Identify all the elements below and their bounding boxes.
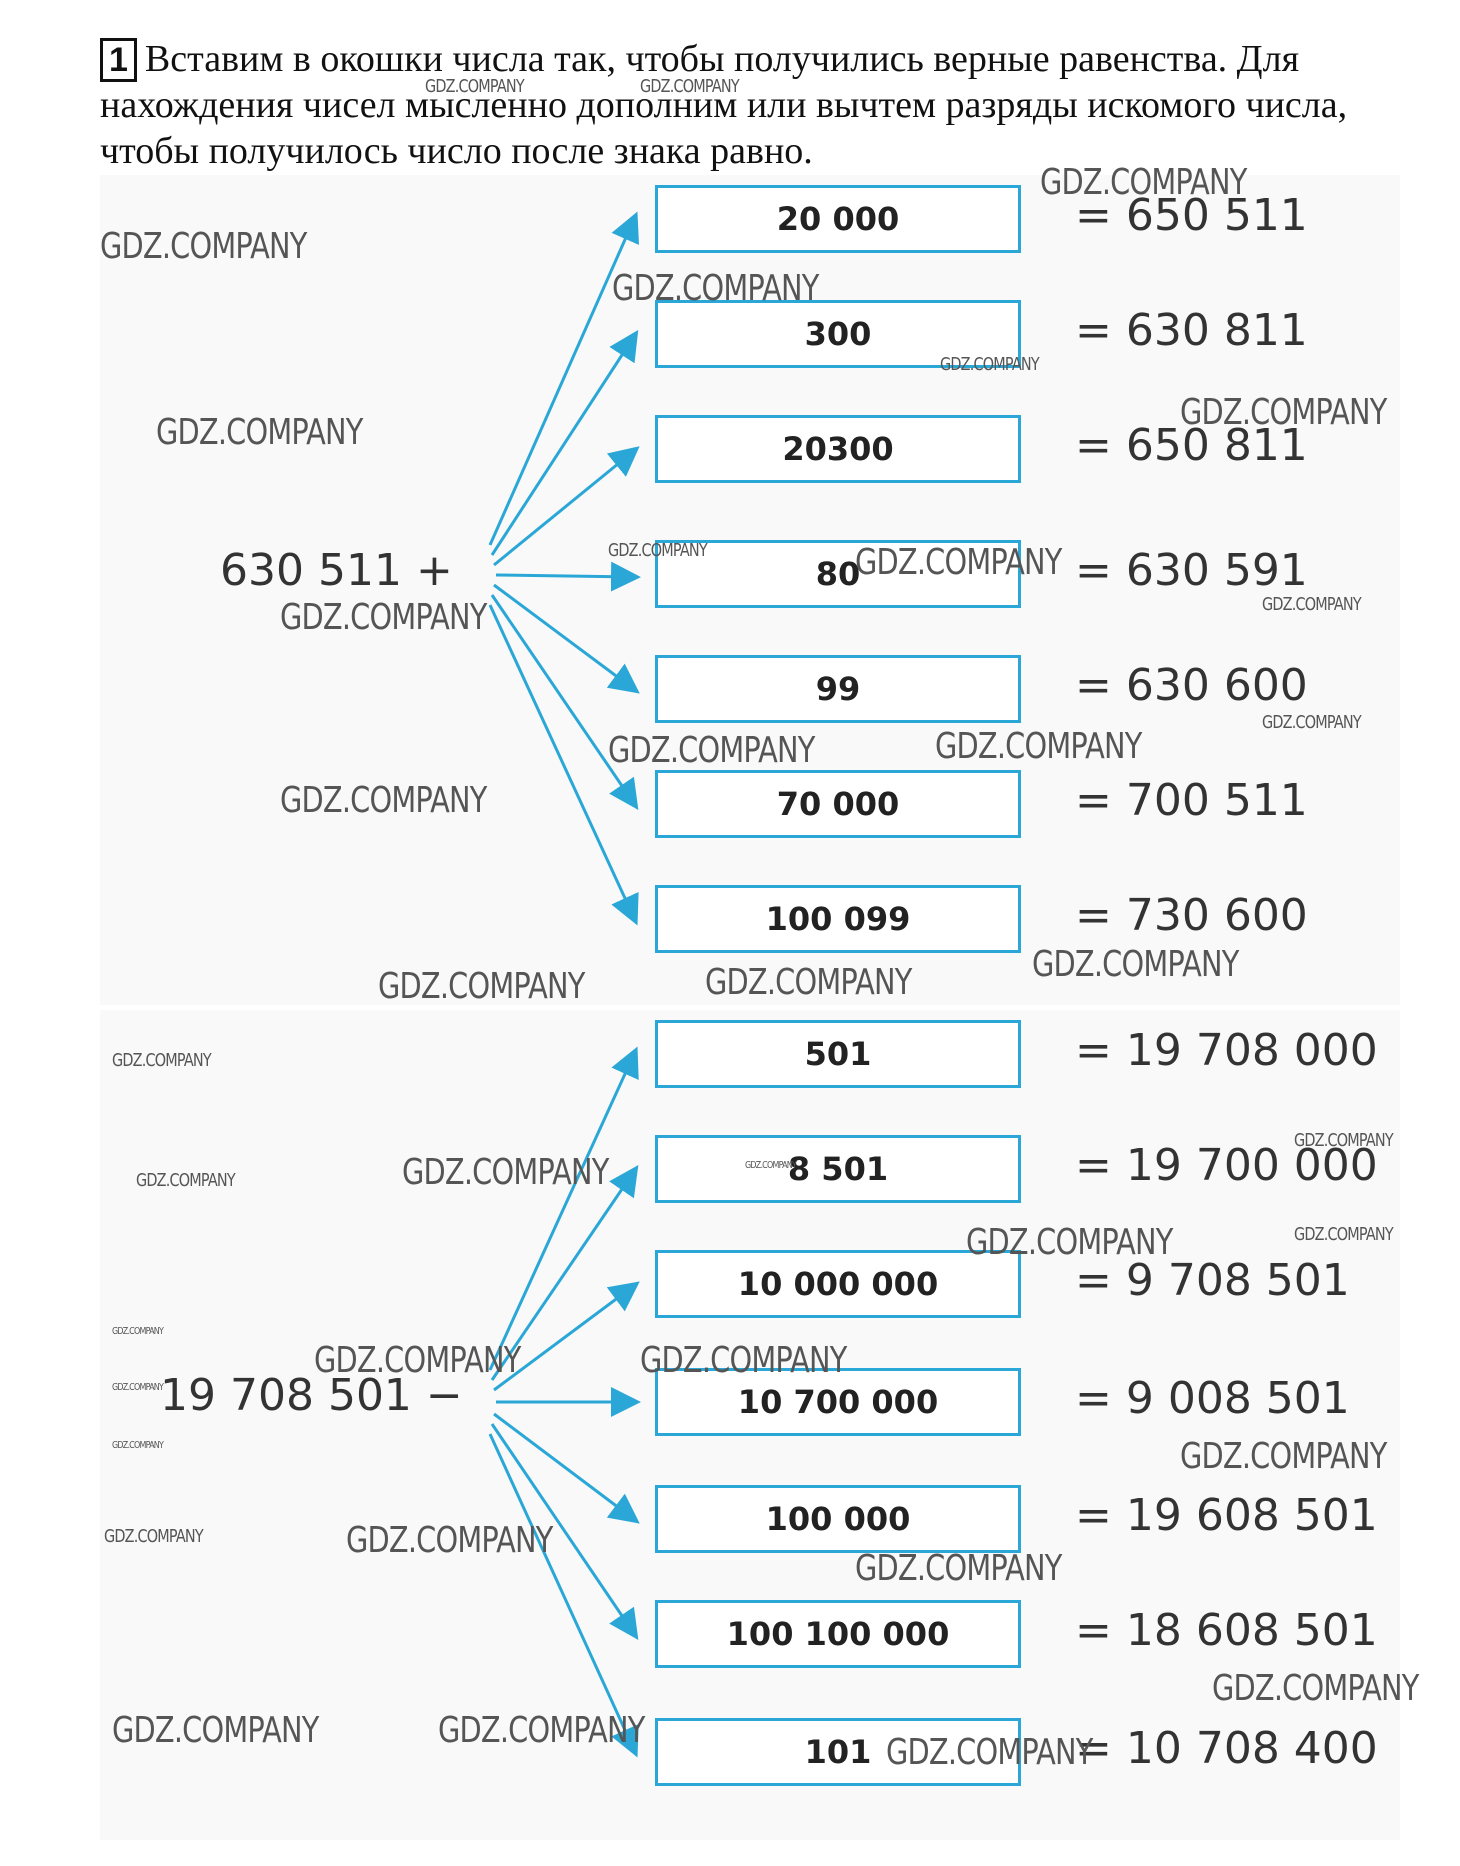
watermark: GDZ.COMPANY	[136, 1170, 236, 1191]
task-text: Вставим в окошки числа так, чтобы получи…	[100, 38, 1348, 172]
watermark: GDZ.COMPANY	[935, 726, 1142, 767]
answer-box: 100 000	[655, 1485, 1021, 1553]
watermark: GDZ.COMPANY	[1212, 1668, 1419, 1709]
watermark: GDZ.COMPANY	[112, 1326, 164, 1337]
equations-group-2: 19 708 501 − 501 = 19 708 000 8 501 = 19…	[100, 1010, 1400, 1840]
arrow-line	[490, 1165, 639, 1381]
equation-result: = 19 608 501	[1075, 1490, 1378, 1541]
equation-result: = 18 608 501	[1075, 1605, 1378, 1656]
equation-result: = 9 708 501	[1075, 1255, 1350, 1306]
watermark: GDZ.COMPANY	[1180, 392, 1387, 433]
equation-result: = 730 600	[1075, 890, 1308, 941]
watermark: GDZ.COMPANY	[940, 354, 1040, 375]
arrow-line	[490, 1423, 639, 1640]
arrow-line	[488, 1433, 639, 1758]
equation-result: = 650 511	[1075, 190, 1308, 241]
watermark: GDZ.COMPANY	[1040, 162, 1247, 203]
answer-box: 70 000	[655, 770, 1021, 838]
watermark: GDZ.COMPANY	[112, 1050, 212, 1071]
equation-result: = 19 700 000	[1075, 1140, 1378, 1191]
watermark: GDZ.COMPANY	[855, 542, 1062, 583]
watermark: GDZ.COMPANY	[608, 730, 815, 771]
arrow-line	[490, 594, 639, 810]
arrows-group-2	[488, 1046, 641, 1758]
equation-result: = 700 511	[1075, 775, 1308, 826]
watermark: GDZ.COMPANY	[1294, 1224, 1394, 1245]
source-expression: 630 511 +	[220, 545, 453, 596]
watermark: GDZ.COMPANY	[608, 540, 708, 561]
answer-box: 20300	[655, 415, 1021, 483]
answer-box: 101	[655, 1718, 1021, 1786]
answer-box: 10 000 000	[655, 1250, 1021, 1318]
watermark: GDZ.COMPANY	[1180, 1436, 1387, 1477]
watermark: GDZ.COMPANY	[612, 268, 819, 309]
arrow-line	[488, 604, 639, 926]
equation-result: = 9 008 501	[1075, 1373, 1350, 1424]
arrow-line	[493, 583, 640, 694]
watermark: GDZ.COMPANY	[1262, 594, 1362, 615]
watermark: GDZ.COMPANY	[1262, 712, 1362, 733]
watermark: GDZ.COMPANY	[402, 1152, 609, 1193]
watermark: GDZ.COMPANY	[112, 1710, 319, 1751]
arrow-line	[488, 1046, 639, 1371]
watermark: GDZ.COMPANY	[855, 1548, 1062, 1589]
equation-result: = 630 600	[1075, 660, 1308, 711]
arrow-line	[488, 211, 640, 546]
arrow-line	[490, 329, 639, 556]
answer-box: 100 100 000	[655, 1600, 1021, 1668]
watermark: GDZ.COMPANY	[966, 1222, 1173, 1263]
watermark: GDZ.COMPANY	[705, 962, 912, 1003]
watermark: GDZ.COMPANY	[280, 597, 487, 638]
arrow-line	[493, 1412, 640, 1524]
watermark: GDZ.COMPANY	[1294, 1130, 1394, 1151]
watermark: GDZ.COMPANY	[438, 1710, 645, 1751]
equation-result: = 10 708 400	[1075, 1723, 1378, 1774]
task-header: 1 Вставим в окошки числа так, чтобы получ…	[100, 36, 1420, 174]
watermark: GDZ.COMPANY	[280, 780, 487, 821]
answer-box: 99	[655, 655, 1021, 723]
watermark: GDZ.COMPANY	[378, 966, 585, 1007]
source-expression: 19 708 501 −	[160, 1370, 463, 1421]
watermark: GDZ.COMPANY	[112, 1382, 164, 1393]
watermark: GDZ.COMPANY	[640, 76, 740, 97]
equation-result: = 19 708 000	[1075, 1025, 1378, 1076]
watermark: GDZ.COMPANY	[100, 226, 307, 267]
equation-result: = 650 811	[1075, 420, 1308, 471]
arrow-line	[495, 561, 641, 592]
answer-box: 80	[655, 540, 1021, 608]
watermark: GDZ.COMPANY	[745, 1160, 797, 1171]
answer-box: 300	[655, 300, 1021, 368]
answer-box: 8 501	[655, 1135, 1021, 1203]
equations-group-1: 630 511 + 20 000 = 650 511 300 = 630 811…	[100, 175, 1400, 1005]
watermark: GDZ.COMPANY	[346, 1520, 553, 1561]
watermark: GDZ.COMPANY	[314, 1340, 521, 1381]
watermark: GDZ.COMPANY	[104, 1526, 204, 1547]
watermark: GDZ.COMPANY	[112, 1440, 164, 1451]
answer-box: 100 099	[655, 885, 1021, 953]
answer-box: 20 000	[655, 185, 1021, 253]
task-number: 1	[100, 38, 137, 82]
arrow-line	[493, 1281, 640, 1392]
answer-box: 501	[655, 1020, 1021, 1088]
equation-result: = 630 591	[1075, 545, 1308, 596]
watermark: GDZ.COMPANY	[1032, 944, 1239, 985]
equation-result: = 630 811	[1075, 305, 1308, 356]
watermark: GDZ.COMPANY	[156, 412, 363, 453]
watermark: GDZ.COMPANY	[886, 1732, 1093, 1773]
watermark: GDZ.COMPANY	[425, 76, 525, 97]
answer-box: 10 700 000	[655, 1368, 1021, 1436]
arrow-line	[493, 446, 640, 567]
watermark: GDZ.COMPANY	[640, 1340, 847, 1381]
arrows-group-1	[488, 211, 641, 926]
